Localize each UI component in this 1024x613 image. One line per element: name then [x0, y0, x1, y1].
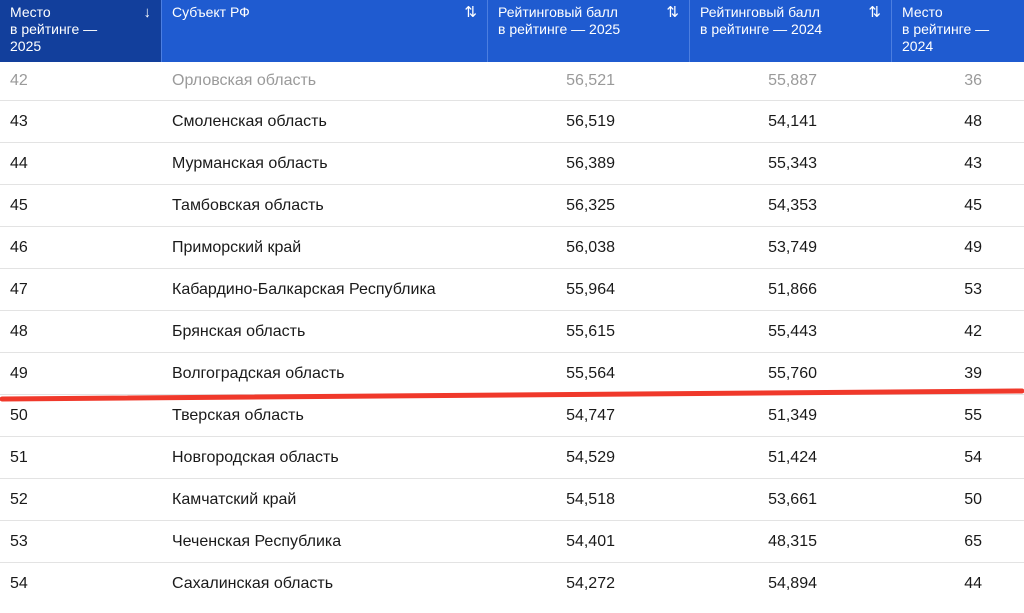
table-row[interactable]: 43 Смоленская область 56,519 54,141 48 [0, 101, 1024, 143]
rank-2024-cell: 50 [964, 490, 982, 508]
rank-2024-cell: 36 [964, 72, 982, 89]
table-row[interactable]: 53 Чеченская Республика 54,401 48,315 65 [0, 521, 1024, 563]
rank-2024-cell: 44 [964, 575, 982, 592]
table-header: Место в рейтинге — 2025 ↓ Субъект РФ ⇅ Р… [0, 0, 1024, 62]
rank-2025-cell: 42 [10, 72, 28, 89]
score-2025-cell: 55,615 [566, 322, 615, 340]
subject-cell: Тверская область [172, 406, 304, 424]
score-2024-cell: 54,353 [768, 196, 817, 214]
subject-cell: Сахалинская область [172, 575, 334, 592]
rank-2024-cell: 65 [964, 532, 982, 550]
score-2024-cell: 51,349 [768, 406, 817, 424]
table-row[interactable]: 52 Камчатский край 54,518 53,661 50 [0, 479, 1024, 521]
subject-cell: Приморский край [172, 238, 302, 256]
score-2024-cell: 51,866 [768, 280, 817, 298]
rank-2025-cell: 51 [10, 448, 28, 466]
rank-2025-cell: 45 [10, 196, 28, 214]
table-row[interactable]: 42 Орловская область 56,521 55,887 36 [0, 62, 1024, 101]
column-header-label: Рейтинговый балл в рейтинге — 2024 [700, 4, 823, 37]
score-2025-cell: 56,325 [566, 196, 615, 214]
column-header-rank-2025[interactable]: Место в рейтинге — 2025 ↓ [0, 0, 162, 62]
score-2024-cell: 54,141 [768, 112, 817, 130]
table-row[interactable]: 54 Сахалинская область 54,272 54,894 44 [0, 563, 1024, 605]
subject-cell: Волгоградская область [172, 364, 345, 382]
sort-descending-icon[interactable]: ↓ [143, 4, 152, 21]
column-header-score-2024[interactable]: Рейтинговый балл в рейтинге — 2024 ⇅ [690, 0, 892, 62]
column-header-subject[interactable]: Субъект РФ ⇅ [162, 0, 488, 62]
rank-2024-cell: 43 [964, 154, 982, 172]
column-header-label: Рейтинговый балл в рейтинге — 2025 [498, 4, 621, 37]
rank-2024-cell: 54 [964, 448, 982, 466]
table-row[interactable]: 45 Тамбовская область 56,325 54,353 45 [0, 185, 1024, 227]
score-2024-cell: 51,424 [768, 448, 817, 466]
rank-2025-cell: 47 [10, 280, 28, 298]
score-2025-cell: 54,518 [566, 490, 615, 508]
column-header-rank-2024[interactable]: Место в рейтинге — 2024 [892, 0, 1024, 62]
rank-2025-cell: 54 [10, 575, 28, 592]
rank-2025-cell: 48 [10, 322, 28, 340]
score-2025-cell: 54,747 [566, 406, 615, 424]
table-row[interactable]: 47 Кабардино-Балкарская Республика 55,96… [0, 269, 1024, 311]
score-2025-cell: 56,389 [566, 154, 615, 172]
score-2025-cell: 54,272 [566, 575, 615, 592]
score-2024-cell: 55,887 [768, 72, 817, 89]
column-header-score-2025[interactable]: Рейтинговый балл в рейтинге — 2025 ⇅ [488, 0, 690, 62]
rank-2025-cell: 44 [10, 154, 28, 172]
subject-cell: Брянская область [172, 322, 306, 340]
subject-cell: Тамбовская область [172, 196, 324, 214]
table-row[interactable]: 46 Приморский край 56,038 53,749 49 [0, 227, 1024, 269]
rank-2024-cell: 42 [964, 322, 982, 340]
rank-2025-cell: 52 [10, 490, 28, 508]
score-2025-cell: 56,521 [566, 72, 615, 89]
subject-cell: Чеченская Республика [172, 532, 342, 550]
score-2024-cell: 55,343 [768, 154, 817, 172]
sort-icon[interactable]: ⇅ [464, 4, 477, 21]
table-body: 42 Орловская область 56,521 55,887 36 43… [0, 62, 1024, 605]
subject-cell: Камчатский край [172, 490, 297, 508]
rank-2025-cell: 49 [10, 364, 28, 382]
score-2024-cell: 55,443 [768, 322, 817, 340]
rank-2025-cell: 53 [10, 532, 28, 550]
column-header-label: Субъект РФ [172, 4, 250, 20]
rank-2024-cell: 39 [964, 364, 982, 382]
table-row[interactable]: 50 Тверская область 54,747 51,349 55 [0, 395, 1024, 437]
rank-2024-cell: 55 [964, 406, 982, 424]
score-2025-cell: 55,564 [566, 364, 615, 382]
rank-2024-cell: 53 [964, 280, 982, 298]
rank-2024-cell: 49 [964, 238, 982, 256]
table-row[interactable]: 51 Новгородская область 54,529 51,424 54 [0, 437, 1024, 479]
score-2024-cell: 53,661 [768, 490, 817, 508]
subject-cell: Орловская область [172, 72, 317, 89]
table-row[interactable]: 44 Мурманская область 56,389 55,343 43 [0, 143, 1024, 185]
score-2025-cell: 55,964 [566, 280, 615, 298]
table-row[interactable]: 49 Волгоградская область 55,564 55,760 3… [0, 353, 1024, 395]
rank-2025-cell: 50 [10, 406, 28, 424]
sort-icon[interactable]: ⇅ [868, 4, 881, 21]
rank-2025-cell: 43 [10, 112, 28, 130]
score-2024-cell: 48,315 [768, 532, 817, 550]
table-row[interactable]: 48 Брянская область 55,615 55,443 42 [0, 311, 1024, 353]
subject-cell: Смоленская область [172, 112, 327, 130]
rank-2024-cell: 45 [964, 196, 982, 214]
score-2024-cell: 54,894 [768, 575, 817, 592]
score-2025-cell: 56,038 [566, 238, 615, 256]
rank-2024-cell: 48 [964, 112, 982, 130]
score-2025-cell: 54,401 [566, 532, 615, 550]
column-header-label: Место в рейтинге — 2024 [902, 4, 990, 54]
sort-icon[interactable]: ⇅ [666, 4, 679, 21]
subject-cell: Мурманская область [172, 154, 328, 172]
score-2024-cell: 53,749 [768, 238, 817, 256]
score-2025-cell: 54,529 [566, 448, 615, 466]
column-header-label: Место в рейтинге — 2025 [10, 4, 98, 54]
score-2024-cell: 55,760 [768, 364, 817, 382]
subject-cell: Кабардино-Балкарская Республика [172, 280, 436, 298]
subject-cell: Новгородская область [172, 448, 339, 466]
rank-2025-cell: 46 [10, 238, 28, 256]
score-2025-cell: 56,519 [566, 112, 615, 130]
